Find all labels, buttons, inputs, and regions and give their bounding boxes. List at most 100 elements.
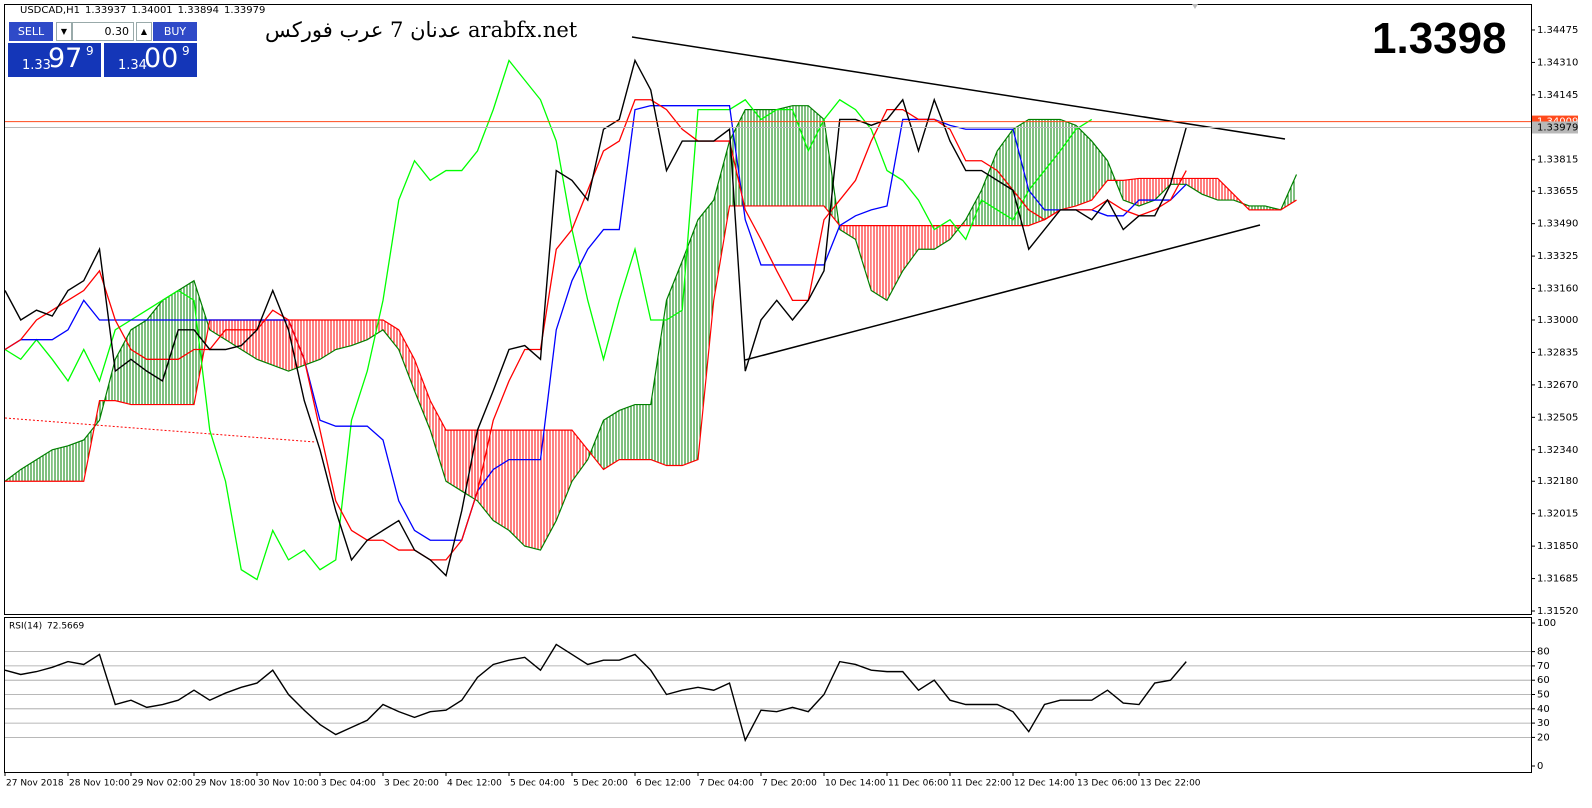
- shift-marker: [1192, 4, 1198, 9]
- x-tick-label: 30 Nov 10:00: [258, 779, 319, 789]
- x-tick-label: 11 Dec 22:00: [951, 779, 1012, 789]
- sell-price[interactable]: 1.33 97 9: [8, 43, 101, 77]
- rsi-last-value: 72.5669: [47, 622, 84, 632]
- price-line-label: 1.33979: [1537, 123, 1578, 134]
- rsi-panel: [4, 617, 1532, 773]
- y-tick-label: 1.32670: [1537, 380, 1578, 391]
- last-price: 1.3398: [1372, 14, 1507, 63]
- cloud-segment: [776, 105, 793, 206]
- y-tick-label: 70: [1537, 661, 1550, 672]
- cloud-segment: [1249, 205, 1265, 210]
- cloud-segment: [635, 404, 651, 460]
- cloud-segment: [902, 225, 919, 271]
- buy-button[interactable]: BUY: [153, 22, 197, 41]
- lot-field[interactable]: 0.30: [72, 22, 134, 41]
- symbol-header: USDCAD,H1 1.33937 1.34001 1.33894 1.33979: [20, 5, 270, 16]
- y-tick-label: 1.32180: [1537, 476, 1578, 487]
- cloud-segment: [52, 445, 68, 482]
- open: 1.33937: [84, 5, 127, 16]
- x-tick-label: 5 Dec 04:00: [510, 779, 565, 789]
- cloud-segment: [950, 219, 966, 240]
- buy-price[interactable]: 1.34 00 9: [104, 43, 197, 77]
- cloud-segment: [68, 439, 84, 482]
- symbol: USDCAD,H1: [20, 5, 80, 16]
- x-tick-label: 10 Dec 14:00: [825, 779, 886, 789]
- cloud-segment: [965, 190, 982, 226]
- cloud-segment: [1060, 119, 1076, 210]
- y-tick-label: 1.32505: [1537, 412, 1578, 423]
- sell-price-main: 97: [48, 43, 83, 74]
- cloud-segment: [698, 200, 714, 460]
- cloud-segment: [871, 225, 887, 301]
- close: 1.33979: [224, 5, 266, 16]
- x-tick-label: 27 Nov 2018: [6, 779, 64, 789]
- cloud-segment: [257, 320, 273, 366]
- price-label-box: [1532, 121, 1578, 134]
- x-tick-label: 29 Nov 18:00: [195, 779, 256, 789]
- cloud-segment: [272, 320, 289, 372]
- buy-price-pip: 9: [182, 44, 190, 58]
- cloud-segment: [997, 129, 1013, 226]
- lot-up[interactable]: ▲: [136, 22, 152, 41]
- cloud-segment: [288, 320, 305, 372]
- cloud-segment: [367, 320, 383, 340]
- y-tick-label: 1.33815: [1537, 155, 1578, 166]
- x-tick-label: 3 Dec 20:00: [384, 779, 439, 789]
- x-tick-label: 28 Nov 10:00: [69, 779, 130, 789]
- x-tick-label: 13 Dec 06:00: [1077, 779, 1138, 789]
- y-tick-label: 40: [1537, 704, 1550, 715]
- cloud-segment: [1217, 178, 1234, 201]
- cloud-segment: [335, 320, 352, 350]
- cloud-segment: [414, 359, 431, 431]
- cloud-segment: [1076, 125, 1092, 206]
- x-tick-label: 11 Dec 06:00: [888, 779, 949, 789]
- y-tick-label: 80: [1537, 647, 1550, 658]
- cloud-segment: [430, 400, 446, 482]
- y-tick-label: 1.33325: [1537, 251, 1578, 262]
- trendline-lower: [744, 224, 1261, 361]
- y-tick-label: 30: [1537, 718, 1550, 729]
- x-tick-label: 12 Dec 14:00: [1014, 779, 1075, 789]
- y-tick-label: 1.32835: [1537, 347, 1578, 358]
- cloud-segment: [115, 329, 131, 405]
- watermark: عدنان 7 عرب فوركس arabfx.net: [265, 18, 577, 42]
- cloud-segment: [446, 430, 462, 492]
- cloud-segment: [839, 225, 856, 240]
- y-tick-label: 1.31520: [1537, 606, 1578, 617]
- cloud-segment: [1154, 178, 1171, 201]
- x-tick-label: 7 Dec 04:00: [699, 779, 754, 789]
- cloud-segment: [745, 109, 761, 206]
- sell-button[interactable]: SELL: [9, 22, 53, 41]
- drawn-line: [4, 417, 316, 443]
- cloud-segment: [713, 141, 730, 301]
- cloud-segment: [320, 320, 336, 360]
- cloud-segment: [1044, 119, 1061, 220]
- y-tick-label: 1.32015: [1537, 509, 1578, 520]
- y-tick-label: 1.31850: [1537, 541, 1578, 552]
- cloud-segment: [146, 300, 163, 405]
- lot-down[interactable]: ▼: [56, 22, 72, 41]
- y-tick-label: 50: [1537, 690, 1550, 701]
- y-tick-label: 20: [1537, 732, 1550, 743]
- cloud-segment: [540, 430, 557, 551]
- y-tick-label: 1.34310: [1537, 57, 1578, 68]
- cloud-segment: [619, 404, 635, 460]
- cloud-segment: [918, 225, 935, 250]
- cloud-segment: [509, 430, 525, 547]
- cloud-segment: [1139, 178, 1155, 206]
- cloud-segment: [1013, 119, 1029, 226]
- cloud-segment: [761, 109, 777, 206]
- price-panel: [4, 4, 1532, 615]
- rsi-line: [4, 643, 1187, 743]
- cloud-segment: [808, 105, 824, 206]
- cloud-segment: [1170, 178, 1187, 185]
- x-tick-label: 5 Dec 20:00: [573, 779, 628, 789]
- cloud-segment: [477, 430, 494, 521]
- cloud-segment: [194, 280, 210, 405]
- x-tick-label: 29 Nov 02:00: [132, 779, 193, 789]
- rsi-title: RSI(14): [9, 622, 42, 632]
- x-tick-label: 4 Dec 12:00: [447, 779, 502, 789]
- y-tick-label: 1.33490: [1537, 219, 1578, 230]
- cloud-segment: [162, 290, 179, 405]
- x-tick-label: 7 Dec 20:00: [762, 779, 817, 789]
